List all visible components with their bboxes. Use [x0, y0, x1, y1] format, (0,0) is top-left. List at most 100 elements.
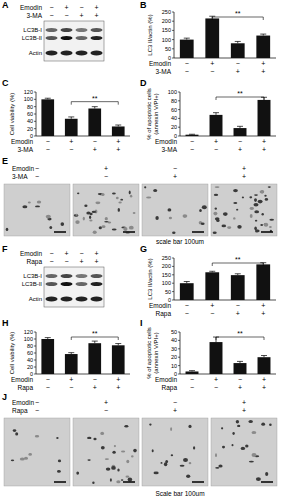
- panel-label: B: [140, 0, 147, 10]
- condition-sign: +: [104, 165, 108, 172]
- cell: [35, 435, 39, 437]
- cell: [249, 196, 252, 198]
- y-tick: [34, 367, 36, 368]
- condition-sign: −: [173, 399, 177, 406]
- cell: [22, 205, 27, 208]
- y-tick: [178, 136, 180, 137]
- cell: [89, 219, 92, 221]
- panel-label: D: [140, 78, 147, 88]
- error-cap: [213, 112, 219, 113]
- cell: [112, 193, 116, 195]
- band-label: LC3B-II: [22, 35, 43, 41]
- condition-label: Rapa: [161, 384, 177, 392]
- cell: [233, 189, 238, 192]
- significance-label: **: [235, 256, 241, 263]
- micrograph: [211, 184, 277, 236]
- band: [61, 274, 73, 278]
- condition-sign: −: [79, 4, 83, 11]
- y-tick-label: 60: [27, 350, 33, 356]
- condition-label: 3-MA: [161, 146, 177, 153]
- cell: [13, 429, 17, 432]
- band: [61, 296, 73, 301]
- y-axis-label: % of apoptotic cells: [146, 327, 152, 379]
- y-axis: [180, 332, 181, 374]
- scale-bar: [192, 231, 204, 233]
- y-tick-label: 30: [171, 346, 177, 352]
- cell: [222, 225, 227, 228]
- panel-label: C: [2, 78, 9, 88]
- error-bar: [92, 341, 98, 343]
- condition-label: 3-MA: [26, 12, 42, 19]
- cell: [258, 200, 263, 204]
- y-tick-label: 60: [171, 107, 177, 113]
- y-tick: [178, 332, 180, 333]
- cell: [89, 216, 91, 219]
- y-tick: [178, 118, 180, 119]
- cell: [254, 210, 259, 213]
- condition-label: Rapa: [17, 384, 33, 392]
- cell: [172, 232, 175, 234]
- condition-sign: −: [104, 407, 108, 414]
- error-bar: [184, 38, 190, 39]
- y-tick: [172, 30, 174, 31]
- band: [91, 50, 103, 55]
- y-tick: [178, 348, 180, 349]
- cell: [170, 427, 172, 431]
- figure: AEmodin−+−+3-MA−−++LC3B-ILC3B-IIActinFEm…: [0, 0, 282, 500]
- bar: [180, 283, 194, 300]
- error-bar: [92, 107, 98, 109]
- significance-label: **: [237, 330, 243, 337]
- condition-sign: +: [236, 310, 240, 317]
- band: [61, 50, 73, 55]
- cell: [112, 451, 115, 454]
- condition-sign: +: [242, 165, 246, 172]
- condition-sign: −: [185, 302, 189, 309]
- bar: [180, 40, 194, 58]
- cell: [92, 482, 94, 484]
- scale-bar: [261, 481, 273, 483]
- bar: [258, 100, 271, 136]
- condition-sign: −: [35, 407, 39, 414]
- cell: [268, 186, 271, 188]
- y-axis: [174, 12, 175, 58]
- cell: [75, 214, 78, 216]
- cell: [116, 197, 119, 199]
- cell: [76, 472, 79, 475]
- cell: [213, 212, 217, 216]
- condition-label: Emodin: [11, 138, 33, 145]
- condition-sign: +: [261, 310, 265, 317]
- condition-label: Emodin: [155, 138, 177, 145]
- y-tick: [178, 340, 180, 341]
- band: [76, 282, 88, 286]
- cell: [87, 459, 90, 461]
- cell: [24, 457, 28, 460]
- scale-bar: [192, 481, 204, 483]
- condition-sign: −: [35, 165, 39, 172]
- cell: [183, 458, 188, 462]
- cell: [106, 468, 111, 471]
- condition-label: Emodin: [12, 165, 34, 172]
- condition-label: Emodin: [149, 302, 171, 309]
- cell: [264, 223, 268, 227]
- cell: [237, 225, 241, 229]
- cell: [168, 208, 172, 211]
- cell: [146, 197, 151, 199]
- bar: [210, 115, 223, 136]
- condition-sign: −: [238, 376, 242, 383]
- micrograph-bg: [142, 418, 208, 486]
- micrograph: [211, 418, 277, 486]
- cell: [58, 460, 61, 463]
- significance-label: **: [92, 330, 98, 337]
- cell: [75, 220, 79, 224]
- y-tick-label: 80: [27, 104, 33, 110]
- bar: [41, 99, 54, 136]
- significance-label: **: [92, 95, 98, 102]
- cell: [87, 437, 91, 439]
- y-tick-label: 20: [171, 124, 177, 130]
- bar: [256, 264, 270, 300]
- cell: [223, 212, 228, 216]
- band-label: LC3B-I: [23, 273, 42, 279]
- error-bar: [68, 117, 74, 119]
- cell: [114, 445, 116, 447]
- y-axis: [174, 258, 175, 300]
